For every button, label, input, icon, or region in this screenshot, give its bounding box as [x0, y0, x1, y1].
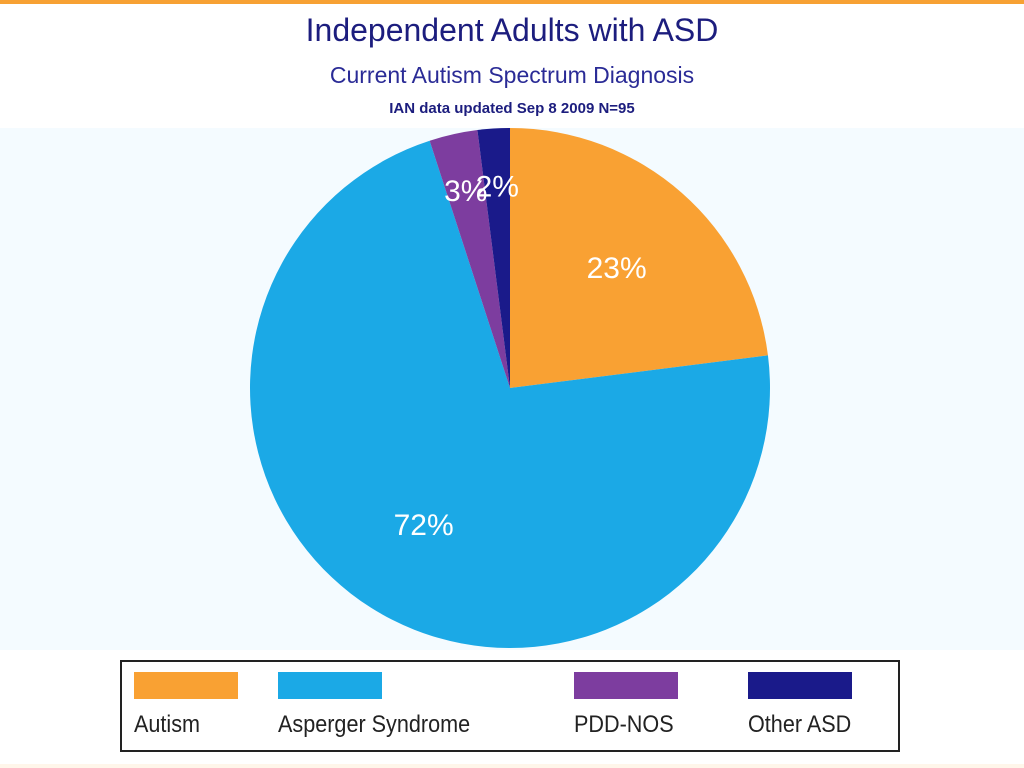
pie-label-pdd-nos: 3% — [444, 175, 487, 208]
pie-label-other-asd: 2% — [476, 171, 519, 204]
legend-item-pdd-nos: PDD-NOS — [574, 672, 685, 739]
pie-slice-asperger — [249, 140, 771, 648]
legend-item-autism: Autism — [134, 672, 238, 739]
legend-swatch-autism — [134, 672, 238, 699]
legend-swatch-asperger — [278, 672, 382, 699]
legend-swatch-pdd-nos — [574, 672, 678, 699]
chart-title: Independent Adults with ASD — [305, 12, 719, 48]
chart-subtitle: Current Autism Spectrum Diagnosis — [329, 62, 695, 88]
pie-slice-autism — [510, 128, 768, 388]
legend: Autism Asperger Syndrome PDD-NOS Other A… — [120, 660, 900, 752]
pie-label-asperger: 72% — [394, 509, 454, 542]
legend-item-other-asd: Other ASD — [748, 672, 863, 739]
legend-label-other-asd: Other ASD — [748, 711, 852, 738]
bottom-accent-bar — [0, 764, 1024, 768]
legend-label-asperger: Asperger Syndrome — [278, 711, 471, 738]
top-accent-bar — [0, 0, 1024, 4]
legend-item-asperger: Asperger Syndrome — [278, 672, 491, 739]
chart-note: IAN data updated Sep 8 2009 N=95 — [389, 100, 635, 117]
legend-swatch-other-asd — [748, 672, 852, 699]
legend-label-pdd-nos: PDD-NOS — [574, 711, 674, 738]
legend-label-autism: Autism — [134, 711, 201, 738]
pie-slice-pdd-nos — [429, 130, 510, 388]
pie-label-autism: 23% — [587, 252, 647, 285]
pie-slice-other-asd — [477, 128, 510, 388]
